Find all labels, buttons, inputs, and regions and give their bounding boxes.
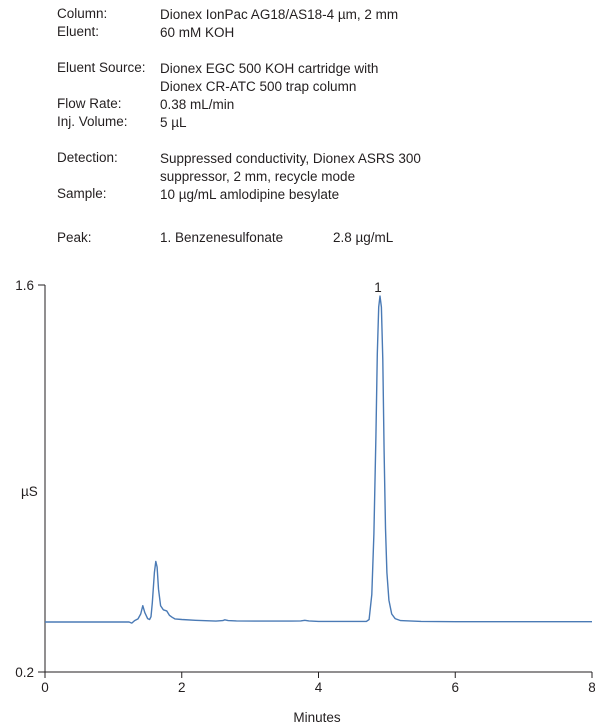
x-tick-label: 6 <box>451 680 459 695</box>
peak-table-label: Peak: <box>57 230 92 245</box>
condition-value-line: Dionex EGC 500 KOH cartridge with <box>160 61 379 76</box>
condition-value: 5 µL <box>160 114 187 132</box>
peak-number-label: 1 <box>374 280 382 295</box>
condition-value: Dionex EGC 500 KOH cartridge with Dionex … <box>160 60 378 96</box>
condition-value: Suppressed conductivity, Dionex ASRS 300… <box>160 150 421 186</box>
chart-ticks: 0 2 4 6 8 0.2 1.6 <box>15 278 595 695</box>
condition-label: Eluent Source: <box>57 60 146 75</box>
chromatogram-trace <box>45 295 592 624</box>
x-tick-label: 4 <box>315 680 323 695</box>
peak-concentration: 2.8 µg/mL <box>333 230 394 245</box>
condition-value: 0.38 mL/min <box>160 96 234 114</box>
condition-value-line: 0.38 mL/min <box>160 97 235 112</box>
y-tick-label: 1.6 <box>15 278 34 293</box>
condition-label: Sample: <box>57 186 107 201</box>
y-axis-label: µS <box>21 484 38 499</box>
condition-value-line: 10 µg/mL amlodipine besylate <box>160 187 340 202</box>
condition-label: Column: <box>57 6 108 21</box>
condition-label: Inj. Volume: <box>57 114 128 129</box>
peak-name: 1. Benzenesulfonate <box>160 230 284 245</box>
condition-value-line: 60 mM KOH <box>160 25 235 40</box>
condition-label: Detection: <box>57 150 118 165</box>
condition-label: Flow Rate: <box>57 96 122 111</box>
x-tick-label: 2 <box>178 680 186 695</box>
condition-value-line: Suppressed conductivity, Dionex ASRS 300 <box>160 151 421 166</box>
condition-value: Dionex IonPac AG18/AS18-4 µm, 2 mm <box>160 6 398 24</box>
condition-label: Eluent: <box>57 24 100 39</box>
x-tick-label: 8 <box>588 680 595 695</box>
condition-value-line: suppressor, 2 mm, recycle mode <box>160 169 356 184</box>
condition-value-line: Dionex CR-ATC 500 trap column <box>160 79 357 94</box>
condition-value-line: Dionex IonPac AG18/AS18-4 µm, 2 mm <box>160 7 399 22</box>
condition-value-line: 5 µL <box>160 115 187 130</box>
condition-value: 10 µg/mL amlodipine besylate <box>160 186 339 204</box>
condition-value: 60 mM KOH <box>160 24 234 42</box>
x-axis-label: Minutes <box>293 710 341 725</box>
chart-axes <box>44 285 592 673</box>
y-tick-label: 0.2 <box>15 665 34 680</box>
peak-labels: 1 <box>374 280 382 295</box>
x-tick-label: 0 <box>41 680 49 695</box>
